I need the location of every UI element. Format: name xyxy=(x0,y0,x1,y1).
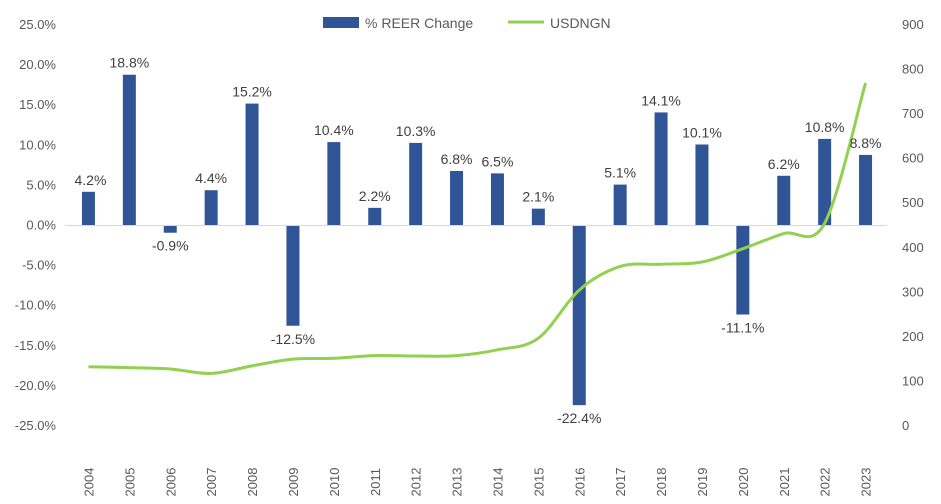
bar-data-label: 2.2% xyxy=(359,188,391,204)
bar-data-label: -22.4% xyxy=(557,410,601,426)
x-tick-label: 2021 xyxy=(777,468,792,497)
bar-data-label: 8.8% xyxy=(850,135,882,151)
x-tick-label: 2011 xyxy=(368,468,383,496)
legend-label-usdngn: USDNGN xyxy=(550,15,611,31)
bar xyxy=(327,142,341,226)
bar xyxy=(122,74,136,226)
bar xyxy=(777,175,791,226)
x-tick-label: 2020 xyxy=(736,468,751,497)
y-left-tick-label: -5.0% xyxy=(22,258,56,273)
y-right-tick-label: 100 xyxy=(902,373,924,388)
bar xyxy=(409,142,423,226)
y-left-tick-label: 10.0% xyxy=(19,137,56,152)
plot-area: 25.0% 20.0% 15.0% 10.0% 5.0% 0.0% -5.0% -10.0% -… xyxy=(15,17,924,496)
chart-legend: % REER Change USDNGN xyxy=(323,15,611,31)
bar xyxy=(572,225,586,406)
x-tick-label: 2007 xyxy=(204,468,219,497)
bar-data-label: -12.5% xyxy=(271,331,315,347)
bar-data-label: 4.4% xyxy=(195,170,227,186)
y-left-tick-label: -25.0% xyxy=(15,418,57,433)
bar-data-label: 6.2% xyxy=(768,156,800,172)
y-right-tick-label: 200 xyxy=(902,329,924,344)
x-tick-label: 2012 xyxy=(409,468,424,497)
x-tick-label: 2010 xyxy=(327,468,342,497)
bar xyxy=(450,170,464,226)
x-tick-label: 2004 xyxy=(81,468,96,497)
bar-data-label: 14.1% xyxy=(641,92,681,108)
bar-data-label: 10.8% xyxy=(805,119,845,135)
bar xyxy=(81,191,95,226)
bar xyxy=(286,225,300,326)
bar xyxy=(163,225,177,233)
y-left-tick-label: 0.0% xyxy=(26,218,56,233)
x-tick-label: 2009 xyxy=(286,468,301,497)
bar-data-label: 10.1% xyxy=(682,124,722,140)
x-tick-label: 2008 xyxy=(245,468,260,497)
usdngn-line xyxy=(88,82,867,375)
bar-data-label: 6.8% xyxy=(441,151,473,167)
y-left-tick-label: 20.0% xyxy=(19,57,56,72)
x-tick-label: 2006 xyxy=(163,468,178,497)
y-right-tick-label: 900 xyxy=(902,17,924,32)
y-right-tick-label: 400 xyxy=(902,240,924,255)
y-right-tick-label: 600 xyxy=(902,151,924,166)
bar-data-label: 15.2% xyxy=(232,84,272,100)
bar-data-label: 10.3% xyxy=(396,123,436,139)
x-tick-label: 2022 xyxy=(818,468,833,497)
legend-label-reer: % REER Change xyxy=(365,15,473,31)
bar xyxy=(613,184,627,226)
y-left-tick-label: 15.0% xyxy=(19,97,56,112)
bar-data-label: 5.1% xyxy=(604,165,636,181)
bar xyxy=(818,138,832,226)
bar-data-label: 10.4% xyxy=(314,122,354,138)
x-tick-label: 2015 xyxy=(531,468,546,497)
x-tick-label: 2017 xyxy=(613,468,628,497)
bar xyxy=(654,112,668,226)
y-right-tick-label: 500 xyxy=(902,195,924,210)
y-left-tick-label: -10.0% xyxy=(15,298,57,313)
bar xyxy=(859,154,873,226)
y-left-tick-label: -15.0% xyxy=(15,338,57,353)
y-left-tick-label: 25.0% xyxy=(19,17,56,32)
x-tick-label: 2016 xyxy=(572,468,587,497)
legend-swatch-reer xyxy=(323,17,359,28)
bar xyxy=(245,103,259,226)
y-right-tick-label: 700 xyxy=(902,106,924,121)
y-right-tick-label: 800 xyxy=(902,62,924,77)
y-right-tick-label: 0 xyxy=(902,418,909,433)
x-tick-label: 2019 xyxy=(695,468,710,497)
bar-data-label: 2.1% xyxy=(522,189,554,205)
x-tick-label: 2013 xyxy=(450,468,465,497)
x-tick-label: 2014 xyxy=(490,468,505,497)
bar xyxy=(204,190,218,226)
bar-data-label: -0.9% xyxy=(152,238,189,254)
y-left-tick-label: -20.0% xyxy=(15,378,57,393)
bar xyxy=(531,208,545,226)
y-right-tick-label: 300 xyxy=(902,284,924,299)
x-tick-label: 2018 xyxy=(654,468,669,497)
y-left-tick-label: 5.0% xyxy=(26,177,56,192)
bar-data-label: 4.2% xyxy=(74,172,106,188)
bar-data-label: 18.8% xyxy=(109,55,149,71)
bar xyxy=(490,173,504,226)
bar-data-label: 6.5% xyxy=(481,153,513,169)
x-tick-label: 2005 xyxy=(122,468,137,497)
bar xyxy=(368,207,382,226)
bar xyxy=(695,144,709,226)
x-tick-label: 2023 xyxy=(859,468,874,497)
bar-data-label: -11.1% xyxy=(721,320,764,336)
bar xyxy=(736,225,750,315)
